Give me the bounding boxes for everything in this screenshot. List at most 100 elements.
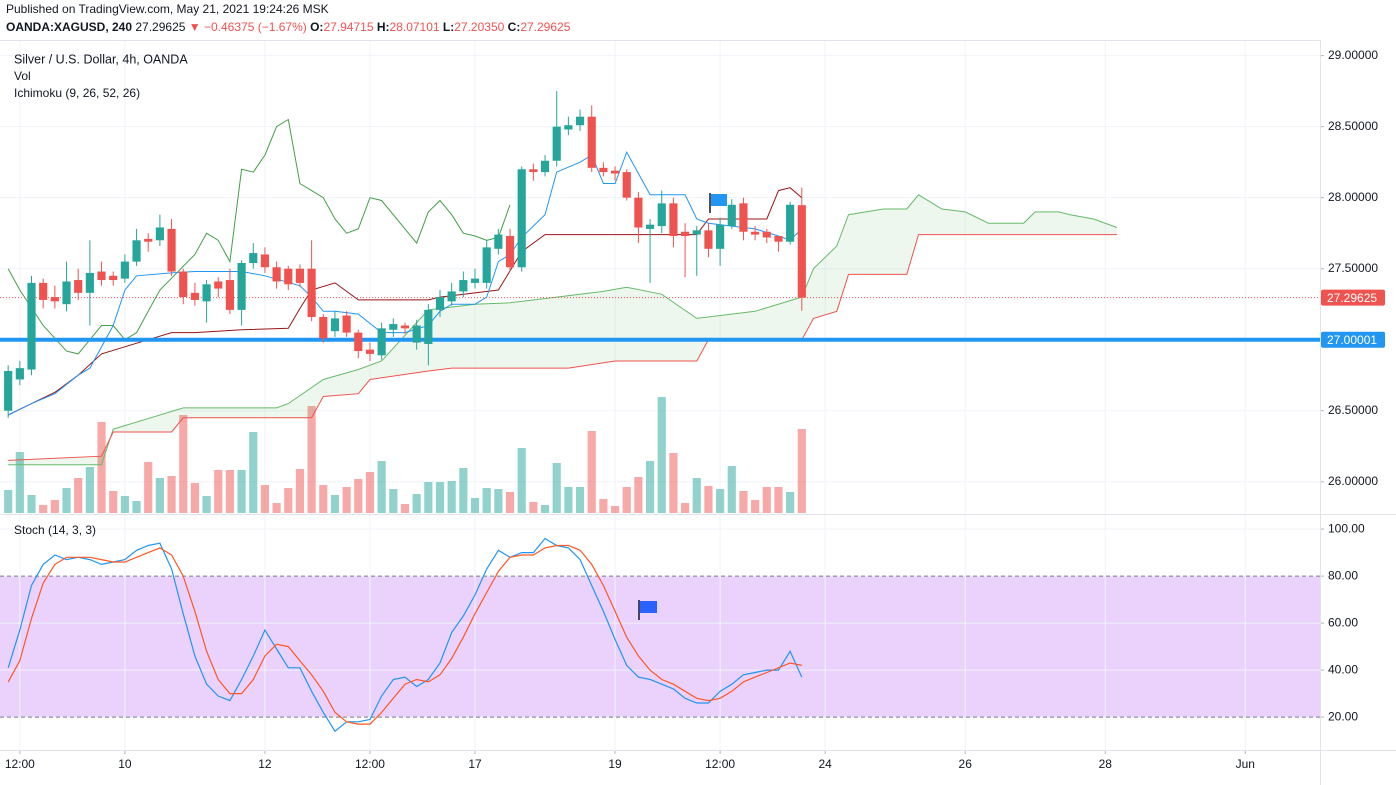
volume-bar (249, 432, 258, 513)
volume-bar (447, 481, 456, 513)
volume-bar (575, 487, 585, 513)
x-tick-label: 12 (258, 757, 272, 771)
candle-body (505, 236, 515, 268)
header: Published on TradingView.com, May 21, 20… (6, 0, 570, 36)
volume-bar (517, 448, 526, 513)
candle-body (319, 316, 328, 339)
volume-bar (307, 406, 316, 513)
y-tick-label: 60.00 (1328, 615, 1358, 629)
candle-body (412, 325, 421, 343)
stoch-line (7, 537, 803, 733)
volume-bar (202, 496, 211, 513)
candle-body (214, 281, 223, 289)
candle-body (564, 125, 573, 130)
volume-bar (167, 476, 176, 513)
ohlc-value: 27.94715 (323, 20, 374, 34)
volume-bar (155, 478, 164, 513)
change: ▼ −0.46375 (−1.67%) (188, 20, 307, 34)
candle-body (692, 230, 701, 235)
volume-bar (27, 495, 36, 513)
candle-body (669, 203, 678, 237)
candle-body (681, 231, 690, 237)
y-tick-label: 20.00 (1328, 709, 1358, 723)
ohlc-label: L: (442, 20, 455, 34)
candle-body (400, 325, 410, 329)
volume-bar (4, 490, 13, 513)
volume-bar (797, 429, 806, 513)
x-tick-label: 28 (1099, 757, 1113, 771)
candle-body (202, 284, 211, 302)
candle-body (435, 297, 445, 310)
candle-body (552, 126, 561, 161)
volume-bar (109, 491, 118, 513)
candle-body (74, 280, 83, 293)
candle-body (517, 169, 526, 268)
candle-body (774, 236, 783, 242)
candle-body (470, 278, 480, 283)
y-tick-label: 26.50000 (1328, 403, 1378, 417)
volume-bar (260, 485, 270, 513)
candle-body (786, 204, 795, 242)
candle-body (120, 261, 129, 279)
candle-body (295, 268, 305, 283)
x-tick-label: 24 (818, 757, 832, 771)
volume-bar (762, 487, 771, 513)
y-tick-label: 29.00000 (1328, 48, 1378, 62)
ichimoku-line (8, 194, 1118, 466)
candle-body (190, 292, 199, 300)
candle-body (762, 231, 771, 238)
volume-bar (295, 469, 305, 513)
x-tick-label: 19 (608, 757, 622, 771)
volume-bar (179, 415, 188, 513)
volume-bar (552, 463, 561, 513)
candle-body (424, 309, 433, 344)
volume-bar (657, 397, 666, 513)
volume-bar (74, 478, 83, 513)
volume-bar (727, 466, 736, 513)
volume-bar (62, 488, 71, 513)
candle-body (237, 263, 246, 310)
volume-bar (424, 482, 433, 513)
y-tick-label: 80.00 (1328, 568, 1358, 582)
candle-body (377, 328, 386, 356)
y-tick-label: 100.00 (1328, 521, 1365, 535)
volume-bar (272, 503, 281, 513)
volume-bar (377, 461, 386, 513)
candle-body (155, 227, 164, 241)
volume-bar (319, 485, 328, 513)
cloud-fill (8, 194, 1117, 465)
volume-bar (144, 462, 153, 513)
volume-bar (599, 499, 608, 513)
ichimoku-legend: Ichimoku (9, 26, 52, 26) (14, 86, 140, 100)
candle-body (260, 254, 270, 268)
candle-body (529, 169, 538, 173)
volume-bar (751, 500, 760, 513)
price-label-box (1321, 289, 1385, 306)
y-tick-label: 28.50000 (1328, 119, 1378, 133)
stoch-band (0, 576, 1320, 718)
candle-body (704, 230, 713, 249)
volume-bar (494, 489, 503, 513)
volume-bar (634, 477, 643, 513)
y-tick-label: 27.50000 (1328, 261, 1378, 275)
candle-body (307, 268, 316, 317)
candle-body (365, 349, 375, 354)
flag-marker (638, 600, 657, 620)
volume-bar (225, 470, 235, 513)
ohlc-value: 28.07101 (389, 20, 440, 34)
x-tick-label: 26 (959, 757, 973, 771)
volume-bar (132, 501, 141, 513)
volume-bar (622, 487, 631, 513)
quote-line: OANDA:XAGUSD, 240 27.29625 ▼ −0.46375 (−… (6, 18, 570, 36)
volume-bar (704, 486, 713, 513)
price-label-box (1321, 331, 1385, 348)
candle-body (179, 271, 188, 298)
ichimoku-line (7, 187, 803, 416)
volume-bar (237, 470, 246, 513)
candle-body (330, 318, 340, 332)
main-legend-title: Silver / U.S. Dollar, 4h, OANDA (14, 52, 188, 66)
candle-body (599, 167, 608, 173)
candle-body (751, 231, 760, 235)
volume-bar (365, 472, 375, 513)
